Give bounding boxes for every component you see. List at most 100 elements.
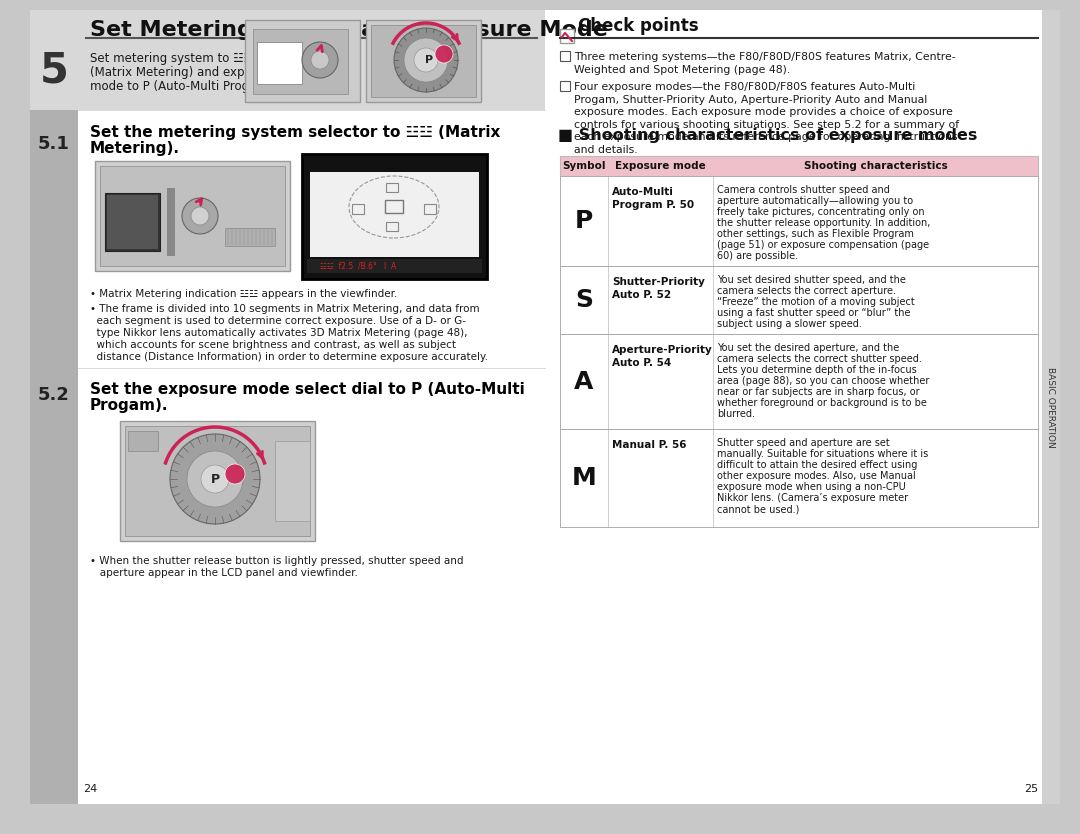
Bar xyxy=(561,29,573,43)
Bar xyxy=(424,204,436,214)
Bar xyxy=(366,20,481,102)
Text: Shooting characteristics: Shooting characteristics xyxy=(804,161,947,171)
Text: type Nikkor lens automatically activates 3D Matrix Metering (page 48),: type Nikkor lens automatically activates… xyxy=(90,328,468,338)
Text: manually. Suitable for situations where it is: manually. Suitable for situations where … xyxy=(717,449,928,459)
Text: exposure mode when using a non-CPU: exposure mode when using a non-CPU xyxy=(717,482,906,492)
Text: Shutter-Priority: Shutter-Priority xyxy=(611,277,704,287)
Text: • When the shutter release button is lightly pressed, shutter speed and: • When the shutter release button is lig… xyxy=(90,556,463,566)
Bar xyxy=(561,81,570,91)
Text: P: P xyxy=(575,209,593,233)
Text: Set the metering system selector to ☳☳ (Matrix: Set the metering system selector to ☳☳ (… xyxy=(90,125,500,140)
Text: controls for various shooting situations. See step 5.2 for a summary of: controls for various shooting situations… xyxy=(573,119,959,129)
Text: • Matrix Metering indication ☳☳ appears in the viewfinder.: • Matrix Metering indication ☳☳ appears … xyxy=(90,289,397,299)
Bar xyxy=(386,222,399,231)
Text: aperture automatically—allowing you to: aperture automatically—allowing you to xyxy=(717,196,913,206)
Circle shape xyxy=(404,38,448,82)
Text: Auto P. 54: Auto P. 54 xyxy=(611,358,671,368)
Bar xyxy=(561,51,570,61)
Bar xyxy=(245,20,360,102)
Bar xyxy=(561,266,1038,334)
Bar xyxy=(100,166,285,266)
Text: Auto P. 52: Auto P. 52 xyxy=(611,290,671,300)
Text: difficult to attain the desired effect using: difficult to attain the desired effect u… xyxy=(717,460,917,470)
Text: Nikkor lens. (Camera’s exposure meter: Nikkor lens. (Camera’s exposure meter xyxy=(717,493,908,503)
Text: Metering).: Metering). xyxy=(90,141,180,156)
Bar xyxy=(129,431,158,451)
Text: Aperture-Priority: Aperture-Priority xyxy=(611,345,713,355)
Text: ■ Shooting characteristics of exposure modes: ■ Shooting characteristics of exposure m… xyxy=(558,128,977,143)
Text: camera selects the correct aperture.: camera selects the correct aperture. xyxy=(717,286,896,296)
Text: using a fast shutter speed or “blur” the: using a fast shutter speed or “blur” the xyxy=(717,308,910,318)
Circle shape xyxy=(183,198,218,234)
Bar xyxy=(167,188,175,256)
Text: Manual P. 56: Manual P. 56 xyxy=(611,440,686,450)
Text: • The frame is divided into 10 segments in Matrix Metering, and data from: • The frame is divided into 10 segments … xyxy=(90,304,480,314)
Bar xyxy=(561,334,1038,429)
Text: ☳☳  f2.5  /B.6°   I  A: ☳☳ f2.5 /B.6° I A xyxy=(320,262,396,270)
Text: the shutter release opportunity. In addition,: the shutter release opportunity. In addi… xyxy=(717,218,930,228)
Text: Weighted and Spot Metering (page 48).: Weighted and Spot Metering (page 48). xyxy=(573,64,791,74)
Text: You set the desired aperture, and the: You set the desired aperture, and the xyxy=(717,343,900,353)
Text: Camera controls shutter speed and: Camera controls shutter speed and xyxy=(717,185,890,195)
Bar xyxy=(372,25,476,97)
Circle shape xyxy=(170,434,260,524)
Text: BASIC OPERATION: BASIC OPERATION xyxy=(1047,367,1055,447)
Text: and details.: and details. xyxy=(573,144,637,154)
Bar xyxy=(275,441,310,521)
Text: A: A xyxy=(575,369,594,394)
Text: Exposure mode: Exposure mode xyxy=(615,161,705,171)
Bar xyxy=(30,10,78,804)
Text: Set Metering System and Exposure Mode: Set Metering System and Exposure Mode xyxy=(90,20,608,40)
Circle shape xyxy=(225,464,245,484)
Bar xyxy=(120,421,315,541)
Bar xyxy=(384,200,403,213)
Text: S: S xyxy=(575,288,593,312)
Text: Shutter speed and aperture are set: Shutter speed and aperture are set xyxy=(717,438,890,448)
Text: 5: 5 xyxy=(40,49,68,91)
Bar xyxy=(386,183,399,192)
Text: Progam, Shutter-Priority Auto, Aperture-Priority Auto and Manual: Progam, Shutter-Priority Auto, Aperture-… xyxy=(573,94,928,104)
Text: 5.2: 5.2 xyxy=(38,386,70,404)
Text: each exposure mode and its reference page for operating instructions: each exposure mode and its reference pag… xyxy=(573,132,958,142)
Text: Check points: Check points xyxy=(578,17,699,35)
Bar xyxy=(257,42,302,84)
Circle shape xyxy=(187,451,243,507)
Text: area (page 88), so you can choose whether: area (page 88), so you can choose whethe… xyxy=(717,376,929,386)
Text: whether foreground or background is to be: whether foreground or background is to b… xyxy=(717,398,927,408)
Circle shape xyxy=(311,51,329,69)
Text: (page 51) or exposure compensation (page: (page 51) or exposure compensation (page xyxy=(717,240,929,250)
Bar xyxy=(545,10,1042,804)
Text: Three metering systems—the F80/F80D/F80S features Matrix, Centre-: Three metering systems—the F80/F80D/F80S… xyxy=(573,52,956,62)
Text: distance (Distance Information) in order to determine exposure accurately.: distance (Distance Information) in order… xyxy=(90,352,488,362)
Text: Four exposure modes—the F80/F80D/F80S features Auto-Multi: Four exposure modes—the F80/F80D/F80S fe… xyxy=(573,82,915,92)
Text: subject using a slower speed.: subject using a slower speed. xyxy=(717,319,862,329)
Circle shape xyxy=(201,465,229,493)
Text: 24: 24 xyxy=(83,784,97,794)
Text: blurred.: blurred. xyxy=(717,409,755,419)
Text: 25: 25 xyxy=(1024,784,1038,794)
Bar xyxy=(561,429,1038,527)
Text: other settings, such as Flexible Program: other settings, such as Flexible Program xyxy=(717,229,914,239)
Text: freely take pictures, concentrating only on: freely take pictures, concentrating only… xyxy=(717,207,924,217)
Text: 60) are possible.: 60) are possible. xyxy=(717,251,798,261)
Text: exposure modes. Each exposure mode provides a choice of exposure: exposure modes. Each exposure mode provi… xyxy=(573,107,953,117)
Bar xyxy=(561,156,1038,176)
Bar xyxy=(30,10,545,110)
Bar xyxy=(561,266,1038,334)
Circle shape xyxy=(414,48,438,72)
Bar xyxy=(225,228,275,246)
Circle shape xyxy=(435,45,453,63)
Bar xyxy=(105,193,160,251)
Text: Lets you determine depth of the in-focus: Lets you determine depth of the in-focus xyxy=(717,365,917,375)
Text: Set the exposure mode select dial to P (Auto-Multi: Set the exposure mode select dial to P (… xyxy=(90,382,525,397)
Circle shape xyxy=(394,28,458,92)
Text: other exposure modes. Also, use Manual: other exposure modes. Also, use Manual xyxy=(717,471,916,481)
Bar xyxy=(561,176,1038,266)
Text: P: P xyxy=(211,473,219,485)
Bar xyxy=(307,259,482,273)
Bar xyxy=(95,161,291,271)
Text: camera selects the correct shutter speed.: camera selects the correct shutter speed… xyxy=(717,354,922,364)
Bar xyxy=(1042,10,1059,804)
Text: M: M xyxy=(571,466,596,490)
Bar xyxy=(125,426,310,536)
